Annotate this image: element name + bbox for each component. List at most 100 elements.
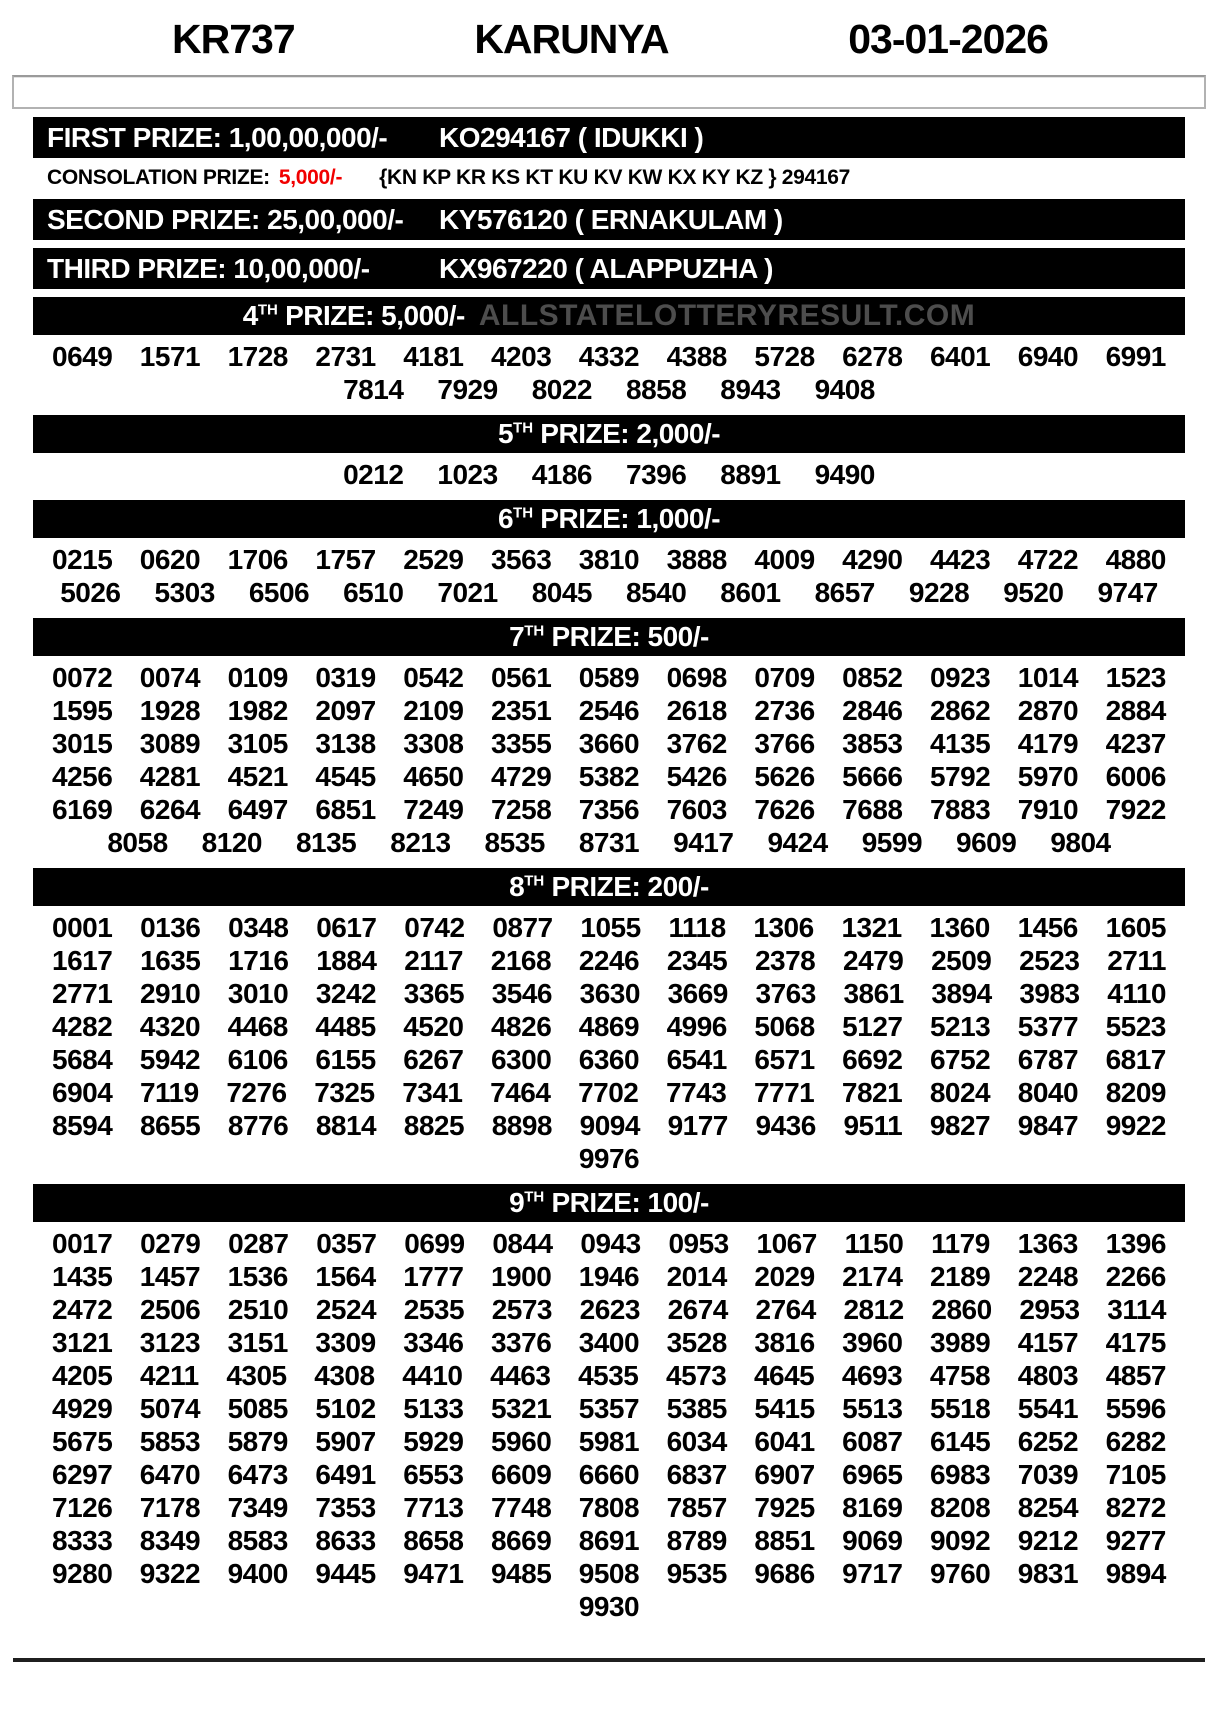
ticket-number: 9520: [1003, 577, 1064, 608]
ticket-number: 6300: [490, 1044, 552, 1075]
ticket-number: 4693: [841, 1360, 903, 1391]
ticket-number: 8594: [52, 1110, 113, 1141]
ticket-number: 2736: [754, 695, 815, 726]
ticket-number: 9417: [673, 827, 734, 858]
third-prize-bar: THIRD PRIZE: 10,00,000/- KX967220 ( ALAP…: [33, 248, 1185, 289]
ticket-number: 9930: [578, 1591, 640, 1622]
ticket-number: 4186: [531, 459, 593, 490]
ticket-number: 3669: [667, 978, 729, 1009]
ticket-number: 9408: [814, 374, 876, 405]
section-title: 7TH PRIZE: 500/-: [509, 621, 709, 652]
ticket-number: 2168: [490, 945, 552, 976]
ticket-number: 9177: [667, 1110, 729, 1141]
ticket-number: 4211: [139, 1360, 199, 1391]
ticket-number: 2535: [403, 1294, 465, 1325]
ticket-number: 2618: [666, 695, 728, 726]
ticket-number: 0072: [52, 662, 113, 693]
ticket-number: 6041: [754, 1426, 815, 1457]
number-row: 5675 5853 5879 5907 5929 5960 5981 6034 6041 6087…: [52, 1425, 1166, 1458]
ticket-number: 6282: [1105, 1426, 1167, 1457]
ticket-number: 7356: [578, 794, 640, 825]
ticket-number: 6692: [842, 1044, 903, 1075]
ticket-number: 1023: [437, 459, 498, 490]
ticket-number: 6553: [403, 1459, 464, 1490]
ticket-number: 8731: [578, 827, 640, 858]
ticket-number: 7603: [666, 794, 728, 825]
ticket-number: 8213: [390, 827, 451, 858]
ticket-number: 8058: [107, 827, 168, 858]
ticket-number: 3376: [490, 1327, 552, 1358]
ticket-number: 7857: [666, 1492, 728, 1523]
ticket-number: 0620: [139, 544, 201, 575]
ticket-number: 2910: [139, 978, 201, 1009]
number-row: 6169 6264 6497 6851 7249 7258 7356 7603 7626 7688…: [52, 793, 1166, 826]
ticket-number: 1523: [1105, 662, 1167, 693]
ticket-number: 4135: [929, 728, 991, 759]
ticket-number: 9485: [490, 1558, 552, 1589]
ticket-number: 9599: [861, 827, 923, 858]
ticket-number: 8851: [754, 1525, 815, 1556]
ticket-number: 5513: [842, 1393, 903, 1424]
number-row: 6297 6470 6473 6491 6553 6609 6660 6837 6907 6965…: [52, 1458, 1166, 1491]
ticket-number: 5068: [754, 1011, 815, 1042]
ticket-number: 6252: [1017, 1426, 1079, 1457]
ticket-number: 9212: [1017, 1525, 1079, 1556]
ticket-number: 1928: [139, 695, 201, 726]
ticket-number: 0017: [52, 1228, 113, 1259]
ticket-number: 9976: [578, 1143, 640, 1174]
ticket-number: 5970: [1017, 761, 1079, 792]
ticket-number: 7325: [314, 1077, 375, 1108]
ticket-number: 5666: [842, 761, 903, 792]
ticket-number: 2771: [52, 978, 113, 1009]
ticket-number: 6360: [578, 1044, 640, 1075]
section-header-bar: 9TH PRIZE: 100/-: [33, 1184, 1185, 1222]
section-header-bar: 5TH PRIZE: 2,000/-: [33, 415, 1185, 453]
ticket-number: 2014: [666, 1261, 728, 1292]
ticket-number: 7910: [1017, 794, 1079, 825]
ticket-number: 0709: [754, 662, 815, 693]
lottery-result-page: KR737 KARUNYA 03-01-2026 FIRST PRIZE: 1,…: [0, 16, 1218, 1662]
ticket-number: 5213: [929, 1011, 991, 1042]
ticket-number: 6983: [929, 1459, 991, 1490]
ticket-number: 3528: [666, 1327, 728, 1358]
ticket-number: 4237: [1105, 728, 1167, 759]
ticket-number: 3015: [52, 728, 113, 759]
ticket-number: 9686: [754, 1558, 815, 1589]
ticket-number: 1014: [1017, 662, 1079, 693]
ticket-number: 8657: [814, 577, 876, 608]
ticket-number: 4256: [52, 761, 113, 792]
ticket-number: 5382: [578, 761, 640, 792]
ticket-number: 5321: [490, 1393, 552, 1424]
ticket-number: 3810: [578, 544, 640, 575]
ticket-number: 0357: [316, 1228, 377, 1259]
ticket-number: 6571: [754, 1044, 815, 1075]
ticket-number: 9445: [315, 1558, 376, 1589]
section-header-bar: 7TH PRIZE: 500/-: [33, 618, 1185, 656]
ticket-number: 5127: [842, 1011, 903, 1042]
number-row: 9976: [52, 1142, 1166, 1175]
number-row: 8333 8349 8583 8633 8658 8669 8691 8789 8851 9069…: [52, 1524, 1166, 1557]
ticket-number: 1360: [929, 912, 991, 943]
ticket-number: 7464: [490, 1077, 551, 1108]
number-row: 5684 5942 6106 6155 6267 6300 6360 6541 6571 6692…: [52, 1043, 1166, 1076]
number-row: 2771 2910 3010 3242 3365 3546 3630 3669 3763 3861…: [52, 977, 1166, 1010]
ticket-number: 1435: [52, 1261, 113, 1292]
ticket-number: 0877: [492, 912, 553, 943]
ticket-number: 6470: [139, 1459, 201, 1490]
ticket-number: 4320: [139, 1011, 201, 1042]
ticket-number: 5942: [139, 1044, 201, 1075]
ticket-number: 4535: [578, 1360, 639, 1391]
empty-input-box[interactable]: [12, 75, 1206, 109]
prize-section-6th: 6TH PRIZE: 1,000/- 0215 0620 1706 1757 2529 35…: [0, 500, 1218, 618]
lottery-name: KARUNYA: [474, 16, 669, 62]
ticket-number: 5853: [139, 1426, 201, 1457]
ticket-number: 7039: [1017, 1459, 1079, 1490]
ticket-number: 2109: [403, 695, 464, 726]
ticket-number: 3138: [315, 728, 376, 759]
ticket-number: 0348: [228, 912, 289, 943]
ticket-number: 5981: [578, 1426, 640, 1457]
ticket-number: 4722: [1017, 544, 1079, 575]
ticket-number: 0649: [52, 341, 113, 372]
section-title: 4TH PRIZE: 5,000/-: [242, 300, 466, 331]
ticket-number: 1306: [753, 912, 814, 943]
